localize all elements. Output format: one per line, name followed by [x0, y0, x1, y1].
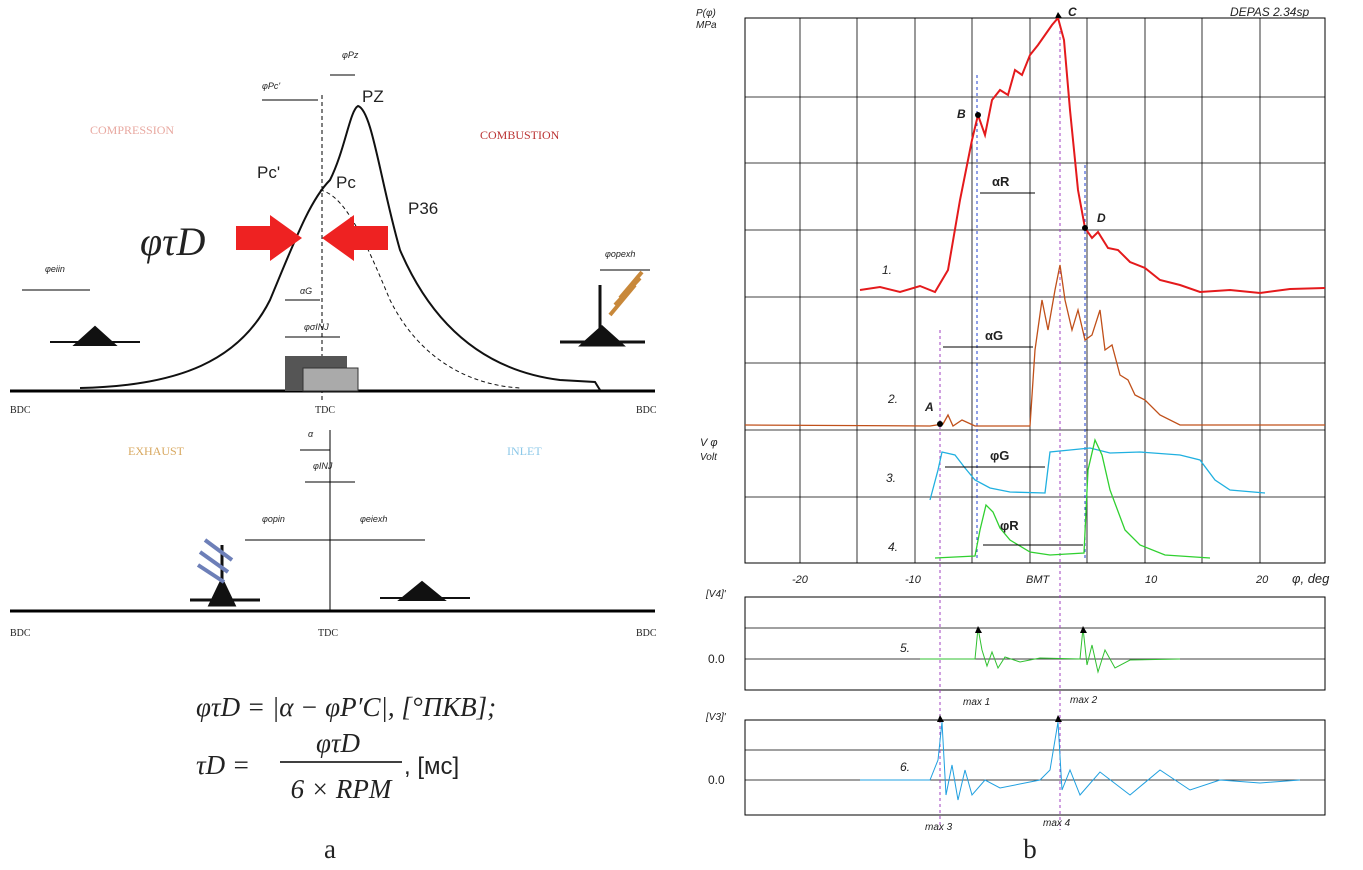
angle-label: α	[308, 429, 314, 439]
point-label: B	[957, 107, 966, 121]
valve	[380, 582, 470, 600]
trace-label: 1.	[882, 263, 892, 277]
big-label: φτD	[140, 219, 205, 264]
formula: φτD = |α − φP′C|, [°ПКВ];	[196, 692, 496, 722]
angle-label: φINJ	[313, 461, 333, 471]
trace-1	[860, 18, 1325, 293]
point-marker	[1082, 225, 1088, 231]
angle-label: φeiin	[45, 264, 65, 274]
angle-label: φopexh	[605, 249, 635, 259]
marker-line	[940, 25, 1060, 830]
x-tick-label: 10	[1145, 574, 1158, 586]
volt-label: Volt	[700, 452, 718, 463]
panel-a: COMPRESSION COMBUSTION EXHAUST INLET PZ …	[10, 50, 657, 864]
exhaust-flow	[610, 272, 642, 315]
x-label: φ, deg	[1292, 571, 1330, 586]
trace-5	[920, 628, 1180, 672]
caption: b	[1023, 834, 1037, 864]
trace-label: 6.	[900, 760, 910, 774]
formula: τD =	[196, 750, 250, 780]
point-marker	[937, 421, 943, 427]
dead-center: BDC	[636, 405, 657, 416]
angle-label: φσINJ	[304, 322, 329, 332]
x-tick-label: 20	[1255, 574, 1269, 586]
point-label: P36	[408, 199, 438, 218]
arrow	[322, 215, 388, 261]
dead-center: BDC	[636, 628, 657, 639]
point-label: Pc'	[257, 163, 280, 182]
interval-label: φG	[990, 448, 1009, 463]
interval-label: αR	[992, 174, 1010, 189]
angle-label: αG	[300, 286, 312, 296]
zero-label: 0.0	[708, 773, 725, 787]
dead-center: BDC	[10, 405, 31, 416]
volt-label: V φ	[700, 437, 718, 449]
zero-label: 0.0	[708, 652, 725, 666]
injection-block	[303, 368, 358, 391]
angle-label: φeiexh	[360, 514, 387, 524]
interval-label: αG	[985, 328, 1003, 343]
arrow	[236, 215, 302, 261]
dimension	[22, 75, 650, 540]
caption: a	[324, 834, 336, 864]
formula: 6 × RPM	[291, 774, 393, 804]
inlet-flow	[198, 540, 232, 582]
point-marker	[975, 112, 981, 118]
panel-b: P(φ) MPa DEPAS 2.34sp C B D A αR αG φG φ…	[696, 5, 1330, 864]
peak-label: max 3	[925, 822, 953, 833]
x-tick-label: -20	[792, 574, 809, 586]
phase: COMBUSTION	[480, 128, 560, 142]
y-label: MPa	[696, 20, 717, 31]
phase: COMPRESSION	[90, 123, 174, 137]
valve	[50, 327, 140, 345]
formula: φτD	[316, 728, 361, 758]
trace-label: 4.	[888, 540, 898, 554]
panel-label: [V4]'	[705, 589, 727, 600]
trace-6	[860, 722, 1300, 800]
point-label: Pc	[336, 173, 356, 192]
peak-label: max 2	[1070, 695, 1098, 706]
point-label: A	[924, 400, 934, 414]
dead-center: TDC	[315, 405, 335, 416]
figure: COMPRESSION COMBUSTION EXHAUST INLET PZ …	[0, 0, 1363, 870]
interval-label: φR	[1000, 518, 1019, 533]
grid	[745, 18, 1325, 815]
trace-4	[935, 440, 1210, 558]
page: COMPRESSION COMBUSTION EXHAUST INLET PZ …	[0, 0, 1363, 870]
point-label: D	[1097, 211, 1106, 225]
valve	[560, 285, 645, 345]
angle-label: φopin	[262, 514, 285, 524]
phase: INLET	[507, 444, 542, 458]
dead-center: BDC	[10, 628, 31, 639]
trace-label: 2.	[887, 392, 898, 406]
x-tick-label: BMT	[1026, 574, 1051, 586]
trace-3	[930, 448, 1265, 500]
point-label: PZ	[362, 87, 384, 106]
peak-label: max 1	[963, 697, 990, 708]
trace-label: 3.	[886, 471, 896, 485]
y-label: P(φ)	[696, 8, 716, 19]
phase: EXHAUST	[128, 444, 185, 458]
trace-label: 5.	[900, 641, 910, 655]
x-tick-label: -10	[905, 574, 922, 586]
point-label: C	[1068, 5, 1077, 19]
software: DEPAS 2.34sp	[1230, 5, 1309, 19]
panel-label: [V3]'	[705, 712, 727, 723]
dead-center: TDC	[318, 628, 338, 639]
formula: , [мс]	[404, 753, 459, 780]
trace-2	[745, 265, 1325, 426]
peak-label: max 4	[1043, 818, 1071, 829]
angle-label: φPz	[342, 50, 359, 60]
angle-label: φPc'	[262, 81, 280, 91]
